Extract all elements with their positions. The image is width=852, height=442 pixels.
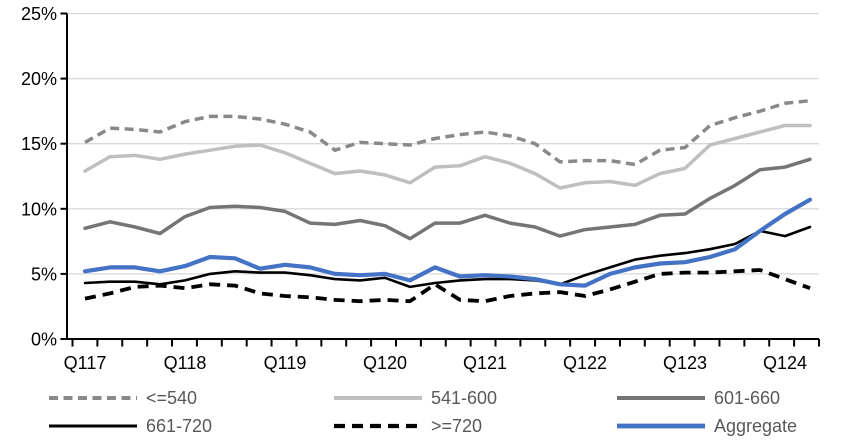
legend-label: >=720 xyxy=(431,415,483,436)
y-tick-label: 15% xyxy=(21,134,57,154)
legend-item-lte540: <=540 xyxy=(48,387,197,409)
series-line-<=540 xyxy=(84,98,811,167)
axes xyxy=(60,12,820,347)
x-axis-labels: Q117 Q118 Q119 Q120 Q121 Q122 Q123 Q124 xyxy=(64,353,807,373)
x-tick-label: Q120 xyxy=(363,353,407,373)
series-line-Aggregate xyxy=(82,197,813,288)
gridlines xyxy=(67,12,819,275)
x-tick-label: Q122 xyxy=(563,353,607,373)
x-tick-label: Q117 xyxy=(64,353,107,373)
x-tick-label: Q119 xyxy=(264,353,307,373)
series-lines xyxy=(82,98,813,304)
legend-line-sample xyxy=(334,423,422,429)
y-tick-label: 20% xyxy=(21,69,57,89)
legend-item-601-660: 601-660 xyxy=(616,387,780,409)
y-tick-label: 25% xyxy=(21,4,57,24)
x-tick-label: Q118 xyxy=(164,353,207,373)
legend-label: <=540 xyxy=(146,387,198,408)
legend-label: 541-600 xyxy=(431,387,498,408)
series-line-601-660 xyxy=(83,157,812,241)
series-line-661-720 xyxy=(83,225,812,289)
x-tick-label: Q124 xyxy=(763,353,807,373)
legend-item-aggregate: Aggregate xyxy=(616,415,797,437)
legend-line-sample xyxy=(617,396,705,400)
legend-item-541-600: 541-600 xyxy=(333,387,497,409)
legend-line-sample xyxy=(617,423,705,429)
series-line-541-600 xyxy=(83,123,812,190)
y-tick-label: 5% xyxy=(31,264,57,284)
legend-line-sample xyxy=(49,396,137,400)
line-chart-canvas: 0% 5% 10% 15% 20% 25% Q117 Q118 Q119 Q120 Q121 Q122… xyxy=(21,4,820,373)
y-tick-label: 10% xyxy=(21,199,57,219)
legend-line-sample xyxy=(334,396,422,400)
legend-item-gte720: >=720 xyxy=(333,415,482,437)
x-tick-label: Q121 xyxy=(463,353,507,373)
legend-label: 661-720 xyxy=(146,415,213,436)
legend-label: 601-660 xyxy=(714,387,781,408)
legend-item-661-720: 661-720 xyxy=(48,415,212,437)
series-line->=720 xyxy=(84,268,811,304)
x-tick-label: Q123 xyxy=(663,353,707,373)
legend-label: Aggregate xyxy=(714,415,798,436)
y-tick-label: 0% xyxy=(31,330,57,350)
legend-line-sample xyxy=(49,424,137,428)
y-axis-labels: 0% 5% 10% 15% 20% 25% xyxy=(21,4,57,350)
